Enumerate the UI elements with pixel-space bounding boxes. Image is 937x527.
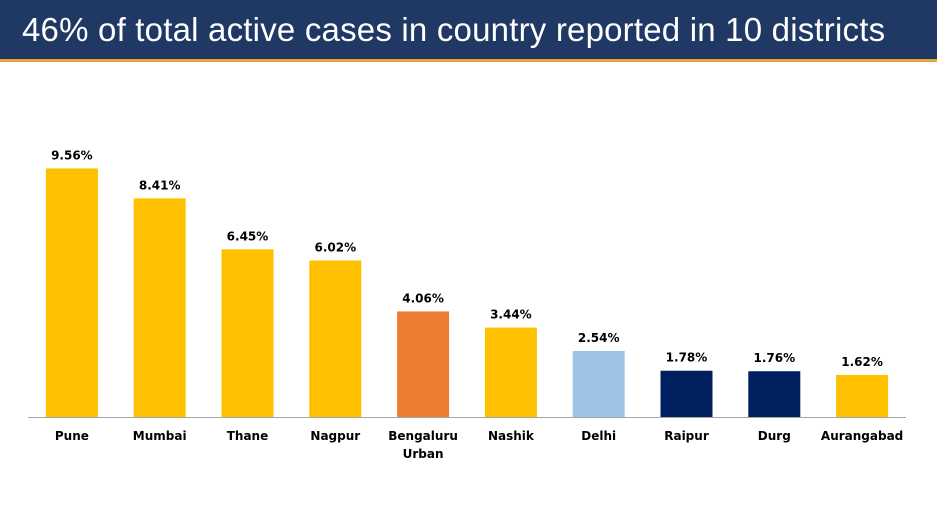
data-label: 1.76% <box>753 351 795 365</box>
bar <box>836 374 889 417</box>
bar <box>748 371 801 417</box>
data-label: 6.45% <box>227 229 269 243</box>
category-label: Thane <box>227 429 269 443</box>
category-label: Mumbai <box>133 429 187 443</box>
bar <box>484 327 537 417</box>
bar-chart: 9.56% Pune 8.41% Mumbai 6.45% Thane 6.02% Nagpu… <box>28 148 906 461</box>
category-label: Durg <box>758 429 791 443</box>
data-label: 4.06% <box>402 291 444 305</box>
data-label: 6.02% <box>314 240 356 254</box>
data-label: 3.44% <box>490 308 532 322</box>
category-label: Nashik <box>488 429 535 443</box>
data-label: 2.54% <box>578 331 620 345</box>
data-label: 8.41% <box>139 178 181 192</box>
category-label: Raipur <box>664 429 709 443</box>
category-label: Pune <box>55 429 89 443</box>
page-title: 46% of total active cases in country rep… <box>22 10 886 48</box>
bar <box>133 198 186 417</box>
data-label: 1.78% <box>666 351 708 365</box>
bar <box>221 249 274 417</box>
category-label: Delhi <box>581 429 616 443</box>
category-label: Aurangabad <box>821 429 903 443</box>
bar <box>572 350 625 417</box>
bar <box>660 370 713 417</box>
bar <box>309 260 362 417</box>
data-label: 1.62% <box>841 355 883 369</box>
category-label: Bengaluru Urban <box>388 429 458 461</box>
title-bar: 46% of total active cases in country rep… <box>0 0 937 62</box>
category-label: Nagpur <box>310 429 360 443</box>
bar <box>45 168 98 417</box>
data-label: 9.56% <box>51 148 93 162</box>
bar <box>397 311 450 417</box>
